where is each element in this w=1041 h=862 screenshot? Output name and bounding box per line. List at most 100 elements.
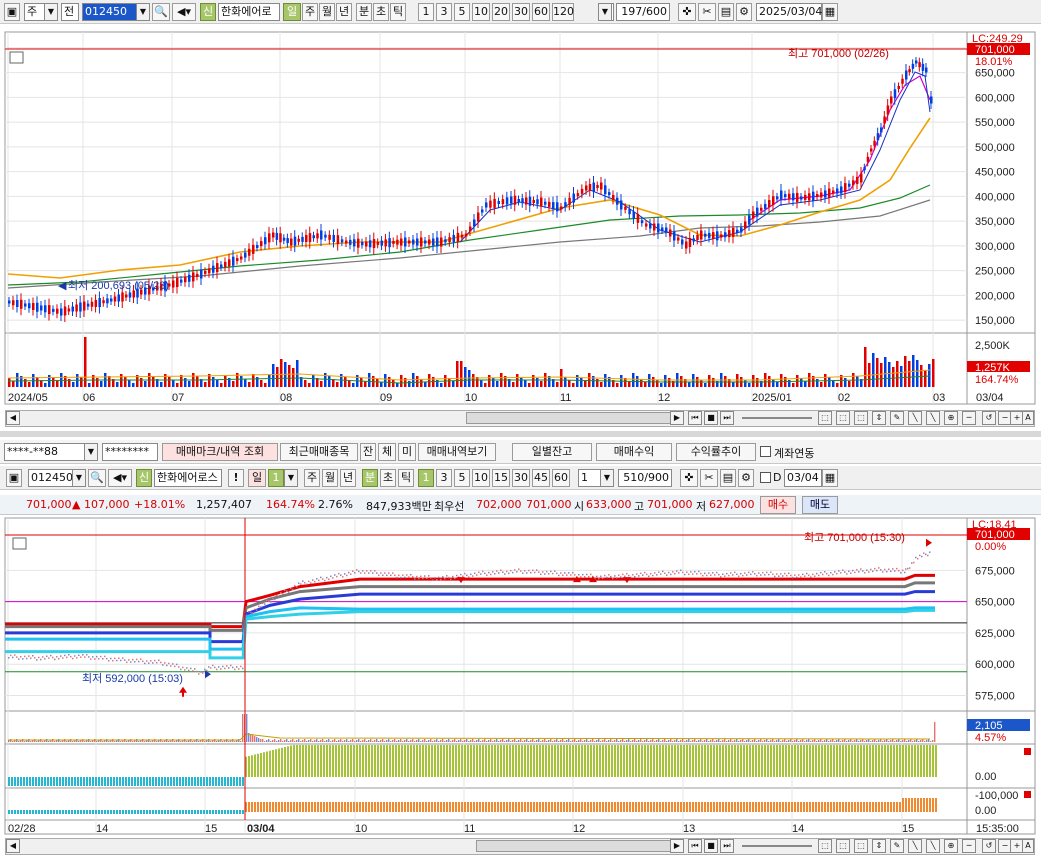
sell-button[interactable]: 매도: [802, 496, 838, 514]
marks-button[interactable]: 매매마크/내역 조회: [162, 443, 278, 461]
reset-icon[interactable]: ↺: [982, 411, 996, 425]
che-button[interactable]: 체: [378, 443, 396, 461]
interval-button-1[interactable]: 1: [418, 3, 434, 21]
scroll-left-icon[interactable]: ◀: [6, 411, 20, 425]
interval-button-30[interactable]: 30: [512, 469, 530, 487]
zoom-slider[interactable]: [742, 845, 812, 847]
history-button[interactable]: 매매내역보기: [418, 443, 496, 461]
plus-icon[interactable]: +: [1010, 839, 1024, 853]
pan-icon[interactable]: ⇕: [872, 411, 886, 425]
pen-icon[interactable]: ✎: [890, 411, 904, 425]
count-input[interactable]: 197/600: [616, 3, 670, 21]
scissors-icon[interactable]: ✂: [698, 3, 716, 21]
scroll-thumb[interactable]: [466, 412, 672, 424]
stop-icon[interactable]: ■: [704, 839, 718, 853]
period-week[interactable]: 주: [302, 3, 318, 21]
fit-icon[interactable]: ⬚: [854, 839, 868, 853]
date-input[interactable]: 2025/03/04: [756, 3, 822, 21]
line-icon[interactable]: ╲: [908, 411, 922, 425]
zoom-out-icon[interactable]: ⬚: [836, 839, 850, 853]
first-icon[interactable]: ⏮: [688, 411, 702, 425]
zoom-in-icon[interactable]: ⬚: [818, 839, 832, 853]
last-icon[interactable]: ⏭: [720, 411, 734, 425]
code-input[interactable]: 012450: [82, 3, 138, 21]
intraday-chart[interactable]: 최고 701,000 (15:30) 최저 592,000 (15:03) 67…: [0, 516, 1041, 838]
daily-balance-button[interactable]: 일별잔고: [512, 443, 592, 461]
recent-button[interactable]: 최근매매종목: [280, 443, 358, 461]
speaker-icon[interactable]: ◀▾: [108, 469, 132, 487]
period-day[interactable]: 일: [248, 469, 266, 487]
count-input[interactable]: 510/900: [618, 469, 672, 487]
zoom-slider[interactable]: [742, 417, 812, 419]
crosshair-icon[interactable]: ✜: [680, 469, 698, 487]
scroll-thumb[interactable]: [476, 840, 672, 852]
chevron-down-icon[interactable]: ▼: [136, 3, 150, 21]
chevron-down-icon[interactable]: ▼: [600, 469, 614, 487]
account-link-checkbox[interactable]: [760, 446, 771, 457]
pen-icon[interactable]: ✎: [890, 839, 904, 853]
code-input[interactable]: 012450: [28, 469, 74, 487]
interval-button-15[interactable]: 15: [492, 469, 510, 487]
interval-button-20[interactable]: 20: [492, 3, 510, 21]
dash-icon[interactable]: ─: [962, 411, 976, 425]
crosshair-icon[interactable]: ✜: [678, 3, 696, 21]
zoom-out-icon[interactable]: ⬚: [836, 411, 850, 425]
zoom-in-icon[interactable]: ⬚: [818, 411, 832, 425]
grid-toggle-icon[interactable]: [9, 51, 24, 64]
gear-icon[interactable]: ⚙: [736, 3, 752, 21]
interval-button-3[interactable]: 3: [436, 3, 452, 21]
period-year[interactable]: 년: [340, 469, 356, 487]
line2-icon[interactable]: ╲: [926, 839, 940, 853]
period-mult[interactable]: 1: [268, 469, 284, 487]
dash-icon[interactable]: ─: [962, 839, 976, 853]
text-icon[interactable]: A: [1022, 839, 1034, 853]
period-tick[interactable]: 틱: [390, 3, 406, 21]
zoom-icon[interactable]: ⊕: [944, 839, 958, 853]
interval-button-60[interactable]: 60: [532, 3, 550, 21]
chevron-down-icon[interactable]: ▼: [598, 3, 612, 21]
period-month[interactable]: 월: [319, 3, 335, 21]
search-icon[interactable]: 🔍: [88, 469, 106, 487]
mi-button[interactable]: 미: [398, 443, 416, 461]
scroll-right-icon[interactable]: ▶: [670, 839, 684, 853]
interval-button-5[interactable]: 5: [454, 469, 470, 487]
speaker-icon[interactable]: ◀▾: [172, 3, 196, 21]
period-day[interactable]: 일: [283, 3, 301, 21]
grid-toggle-icon[interactable]: [12, 537, 27, 550]
profit-button[interactable]: 매매수익: [596, 443, 672, 461]
interval-button-45[interactable]: 45: [532, 469, 550, 487]
type-select[interactable]: 주: [24, 3, 46, 21]
chevron-down-icon[interactable]: ▼: [84, 443, 98, 461]
password-input[interactable]: ********: [102, 443, 158, 461]
gear-icon[interactable]: ⚙: [738, 469, 754, 487]
period-month[interactable]: 월: [322, 469, 338, 487]
period-second[interactable]: 초: [380, 469, 396, 487]
line2-icon[interactable]: ╲: [926, 411, 940, 425]
scroll-right-icon[interactable]: ▶: [670, 411, 684, 425]
period-tick[interactable]: 틱: [398, 469, 414, 487]
interval-button-10[interactable]: 10: [472, 469, 490, 487]
first-icon[interactable]: ⏮: [688, 839, 702, 853]
chevron-down-icon[interactable]: ▼: [284, 469, 298, 487]
calendar-icon[interactable]: ▦: [822, 469, 838, 487]
layout-icon[interactable]: ▣: [4, 3, 20, 21]
interval-button-10[interactable]: 10: [472, 3, 490, 21]
return-trend-button[interactable]: 수익률추이: [676, 443, 756, 461]
alert-icon[interactable]: !: [228, 469, 244, 487]
interval-button-1[interactable]: 1: [418, 469, 434, 487]
search-icon[interactable]: 🔍: [152, 3, 170, 21]
interval-button-30[interactable]: 30: [512, 3, 530, 21]
interval-button-60[interactable]: 60: [552, 469, 570, 487]
date-input[interactable]: 03/04: [784, 469, 822, 487]
chevron-down-icon[interactable]: ▼: [44, 3, 58, 21]
market-select[interactable]: 전: [61, 3, 79, 21]
period-second[interactable]: 초: [373, 3, 389, 21]
pan-icon[interactable]: ⇕: [872, 839, 886, 853]
layout-icon[interactable]: ▣: [6, 469, 22, 487]
calendar-icon[interactable]: ▦: [822, 3, 838, 21]
reset-icon[interactable]: ↺: [982, 839, 996, 853]
scissors-icon[interactable]: ✂: [700, 469, 718, 487]
line-icon[interactable]: ╲: [908, 839, 922, 853]
interval-button-3[interactable]: 3: [436, 469, 452, 487]
daily-chart[interactable]: 최고 701,000 (02/26) 최저 200,693 (05/23) ◀ …: [0, 30, 1041, 430]
